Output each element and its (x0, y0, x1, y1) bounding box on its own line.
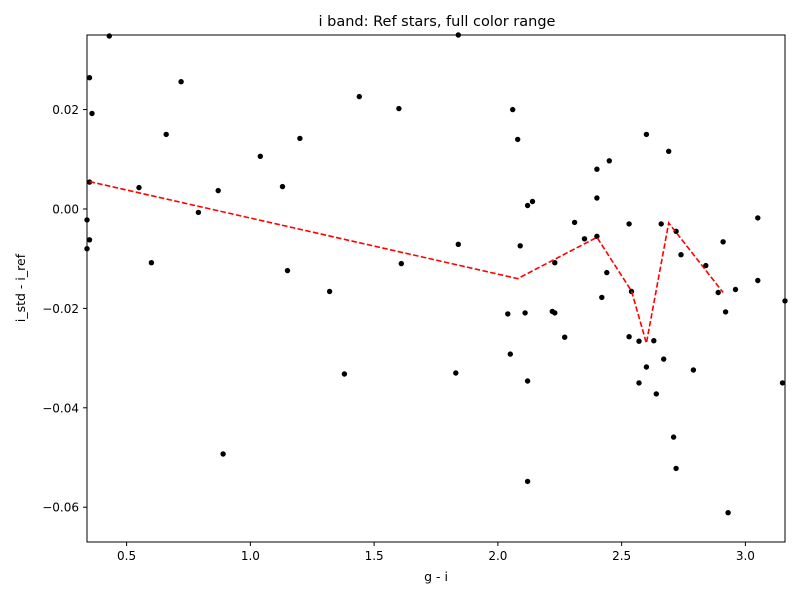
data-point (755, 277, 761, 284)
x-tick-label: 1.0 (241, 549, 260, 563)
data-point (661, 356, 667, 362)
y-tick-label: −0.06 (42, 501, 79, 515)
data-point (524, 202, 531, 209)
data-point (678, 252, 684, 258)
y-axis-ticks: 0.02 0.00 −0.02 −0.04 −0.06 (42, 103, 87, 515)
data-point (594, 233, 600, 239)
data-point (398, 260, 404, 267)
y-tick-label: −0.02 (42, 302, 79, 316)
data-point (455, 241, 461, 247)
data-point (606, 158, 612, 164)
data-point (703, 262, 709, 269)
data-point (529, 198, 536, 205)
x-tick-label: 1.5 (365, 549, 384, 563)
data-point (604, 269, 610, 276)
x-tick-label: 2.0 (488, 549, 507, 563)
x-tick-label: 3.0 (736, 549, 755, 563)
data-point (594, 195, 600, 201)
data-point (636, 380, 642, 386)
data-point (524, 378, 531, 384)
data-point (658, 221, 664, 227)
data-point (690, 367, 697, 373)
data-point (517, 243, 523, 249)
data-point (284, 267, 291, 274)
data-point (163, 131, 169, 138)
x-tick-label: 2.5 (612, 549, 631, 563)
data-point (507, 351, 513, 357)
data-point (505, 311, 511, 317)
data-point (673, 465, 679, 472)
y-tick-label: 0.00 (52, 202, 79, 216)
x-tick-label: 0.5 (117, 549, 136, 563)
data-point (636, 338, 642, 344)
data-point (666, 148, 672, 154)
data-point (626, 334, 632, 340)
data-point (552, 310, 558, 316)
data-point (722, 309, 729, 315)
points-layer (84, 32, 788, 516)
data-point (779, 380, 786, 386)
data-point (594, 166, 600, 172)
data-point (643, 364, 650, 370)
plot-area (84, 32, 788, 543)
y-tick-label: −0.04 (42, 401, 79, 415)
plot-frame (86, 34, 786, 543)
data-point (581, 236, 588, 242)
data-point (453, 370, 459, 376)
data-point (86, 75, 93, 81)
data-point (515, 136, 521, 143)
plot-background (87, 35, 785, 542)
data-point (148, 260, 155, 266)
data-point (257, 153, 263, 159)
data-point (670, 434, 677, 440)
data-point (732, 286, 739, 293)
x-axis-ticks: 0.5 1.0 1.5 2.0 2.5 3.0 (117, 542, 755, 563)
data-point (106, 33, 113, 39)
data-point (643, 131, 650, 138)
data-point (195, 209, 202, 216)
data-point (86, 237, 93, 243)
data-point (89, 110, 95, 117)
data-point (279, 183, 286, 190)
x-axis-label: g - i (424, 569, 448, 584)
data-point (356, 93, 362, 100)
data-point (725, 510, 731, 516)
data-point (552, 260, 558, 266)
data-point (626, 221, 632, 227)
data-point (396, 105, 402, 112)
data-point (215, 187, 221, 194)
data-point (524, 478, 531, 485)
data-point (341, 371, 348, 377)
data-point (715, 289, 721, 296)
data-point (178, 79, 184, 85)
data-point (653, 391, 659, 397)
y-tick-label: 0.02 (52, 103, 79, 117)
data-point (599, 294, 605, 301)
chart-title: i band: Ref stars, full color range (319, 14, 556, 30)
data-point (720, 239, 726, 245)
data-point (755, 215, 761, 221)
y-axis-label: i_std - i_ref (13, 253, 28, 322)
data-point (522, 310, 528, 316)
data-point (297, 135, 303, 142)
data-point (571, 219, 578, 226)
data-point (326, 288, 333, 295)
data-point (136, 184, 142, 191)
data-point (651, 338, 657, 344)
data-point (510, 106, 516, 113)
data-point (220, 451, 226, 457)
data-point (562, 334, 568, 340)
trend-line (89, 180, 724, 344)
